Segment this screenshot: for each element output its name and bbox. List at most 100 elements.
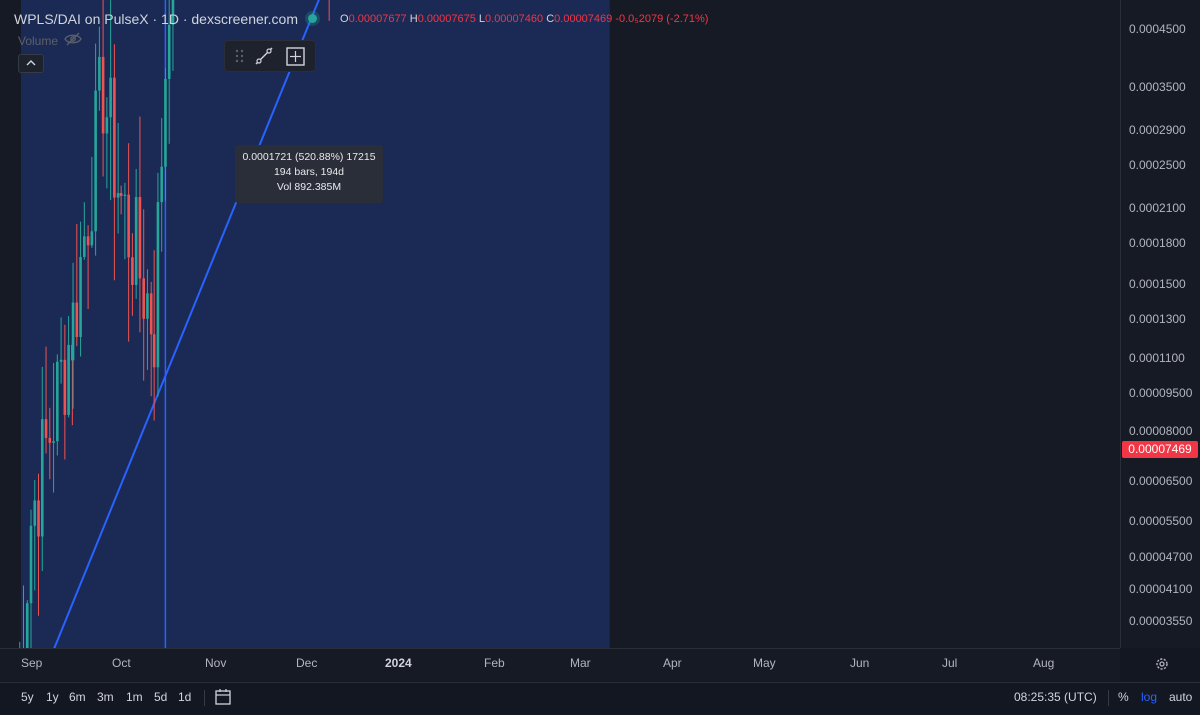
candle-body	[171, 0, 175, 25]
time-tick: Feb	[484, 656, 505, 670]
candle-body	[94, 90, 97, 232]
calendar-range-icon[interactable]	[214, 688, 232, 706]
low-key: L	[478, 13, 486, 25]
candle-body	[160, 166, 163, 203]
chart-pane[interactable]	[0, 0, 1120, 648]
support-trendline	[53, 0, 320, 648]
candle-body	[113, 77, 116, 198]
candle-body	[131, 257, 134, 285]
measure-volume: Vol 892.385M	[276, 181, 342, 193]
candle-body	[119, 193, 123, 196]
drag-handle-icon[interactable]	[229, 45, 251, 67]
measure-tool-icon[interactable]	[285, 45, 307, 67]
candle-body	[79, 256, 82, 337]
candle-body	[146, 293, 149, 319]
toolbar-divider	[204, 690, 205, 706]
candle-body	[156, 202, 160, 368]
range-3m-button[interactable]: 3m	[97, 690, 114, 704]
candle-body	[109, 77, 112, 118]
collapse-legend-button[interactable]	[18, 54, 44, 73]
time-tick: May	[753, 656, 776, 670]
candle-body	[25, 603, 29, 648]
high-key: H	[409, 13, 418, 25]
measure-bars: 194 bars, 194d	[273, 166, 345, 178]
candle-body	[167, 24, 171, 79]
time-tick-year: 2024	[385, 656, 412, 670]
symbol-title[interactable]: WPLS/DAI on PulseX · 1D · dexscreener.co…	[14, 11, 298, 27]
candle-body	[90, 231, 94, 246]
candle-body	[83, 236, 86, 257]
price-tick: 0.00006500	[1129, 474, 1193, 488]
change-value: -0.0₅2079 (-2.71%)	[615, 13, 709, 25]
candle-body	[40, 419, 44, 537]
settings-gear-icon[interactable]	[1154, 656, 1170, 672]
price-tick: 0.0002900	[1129, 123, 1186, 137]
candle-body	[105, 117, 109, 134]
range-1m-button[interactable]: 1m	[126, 690, 143, 704]
measure-price-change: 0.0001721 (520.88%) 17215	[242, 151, 376, 163]
time-tick: Jul	[942, 656, 958, 670]
range-1d-button[interactable]: 1d	[178, 690, 192, 704]
candle-body	[75, 302, 79, 337]
range-5y-button[interactable]: 5y	[21, 690, 34, 704]
time-tick: Nov	[205, 656, 227, 670]
candle-body	[67, 344, 70, 415]
open-value: 0.00007677	[348, 13, 407, 25]
candle-body	[98, 56, 101, 91]
candle-body	[123, 194, 127, 196]
time-tick: Oct	[112, 656, 131, 670]
time-axis[interactable]	[0, 648, 1120, 681]
price-tick: 0.0002100	[1129, 201, 1186, 215]
drawing-toolbar	[224, 40, 316, 72]
time-tick: Jun	[850, 656, 870, 670]
candle-body	[63, 359, 67, 415]
close-key: C	[546, 13, 555, 25]
range-5d-button[interactable]: 5d	[154, 690, 168, 704]
price-tick: 0.0001300	[1129, 312, 1186, 326]
candle-body	[152, 334, 156, 368]
chevron-up-icon	[26, 60, 36, 66]
price-axis[interactable]	[1120, 0, 1200, 648]
candle-body	[52, 441, 55, 443]
candle-body	[142, 278, 145, 319]
open-key: O	[340, 13, 349, 25]
candle-body	[37, 500, 40, 537]
low-value: 0.00007460	[485, 13, 544, 25]
price-tick: 0.0002500	[1129, 158, 1186, 172]
percent-scale-button[interactable]: %	[1118, 690, 1129, 704]
price-tick: 0.00008000	[1129, 424, 1193, 438]
auto-scale-button[interactable]: auto	[1169, 690, 1193, 704]
candle-body	[44, 419, 48, 438]
status-dot-icon	[308, 14, 317, 23]
range-6m-button[interactable]: 6m	[69, 690, 86, 704]
log-scale-button[interactable]: log	[1141, 690, 1158, 704]
eye-hidden-icon[interactable]	[64, 32, 82, 46]
price-tick: 0.0003500	[1129, 80, 1186, 94]
candle-body	[48, 437, 52, 443]
time-tick: Aug	[1033, 656, 1055, 670]
time-tick: Sep	[21, 656, 43, 670]
price-tick: 0.00004100	[1129, 582, 1193, 596]
candle-body	[101, 56, 105, 134]
candle-body	[149, 293, 153, 335]
close-value: 0.00007469	[554, 13, 613, 25]
candle-body	[33, 500, 37, 526]
time-tick: Dec	[296, 656, 318, 670]
trend-line-icon[interactable]	[253, 45, 275, 67]
bottom-toolbar	[0, 682, 1200, 715]
candle-body	[71, 302, 75, 361]
price-chart[interactable]	[0, 0, 1120, 648]
clock-time[interactable]: 08:25:35 (UTC)	[1014, 690, 1097, 704]
time-tick: Mar	[570, 656, 591, 670]
candle-body	[134, 197, 138, 285]
candle-body	[138, 197, 142, 279]
price-tick: 0.00009500	[1129, 386, 1193, 400]
last-price-label: 0.00007469	[1122, 441, 1198, 458]
candle-body	[29, 525, 33, 604]
volume-label[interactable]: Volume	[18, 34, 59, 48]
range-1y-button[interactable]: 1y	[46, 690, 59, 704]
candle-body	[127, 194, 130, 258]
candle-body	[116, 193, 120, 198]
price-tick: 0.00003550	[1129, 614, 1193, 628]
candle-body	[59, 359, 63, 362]
